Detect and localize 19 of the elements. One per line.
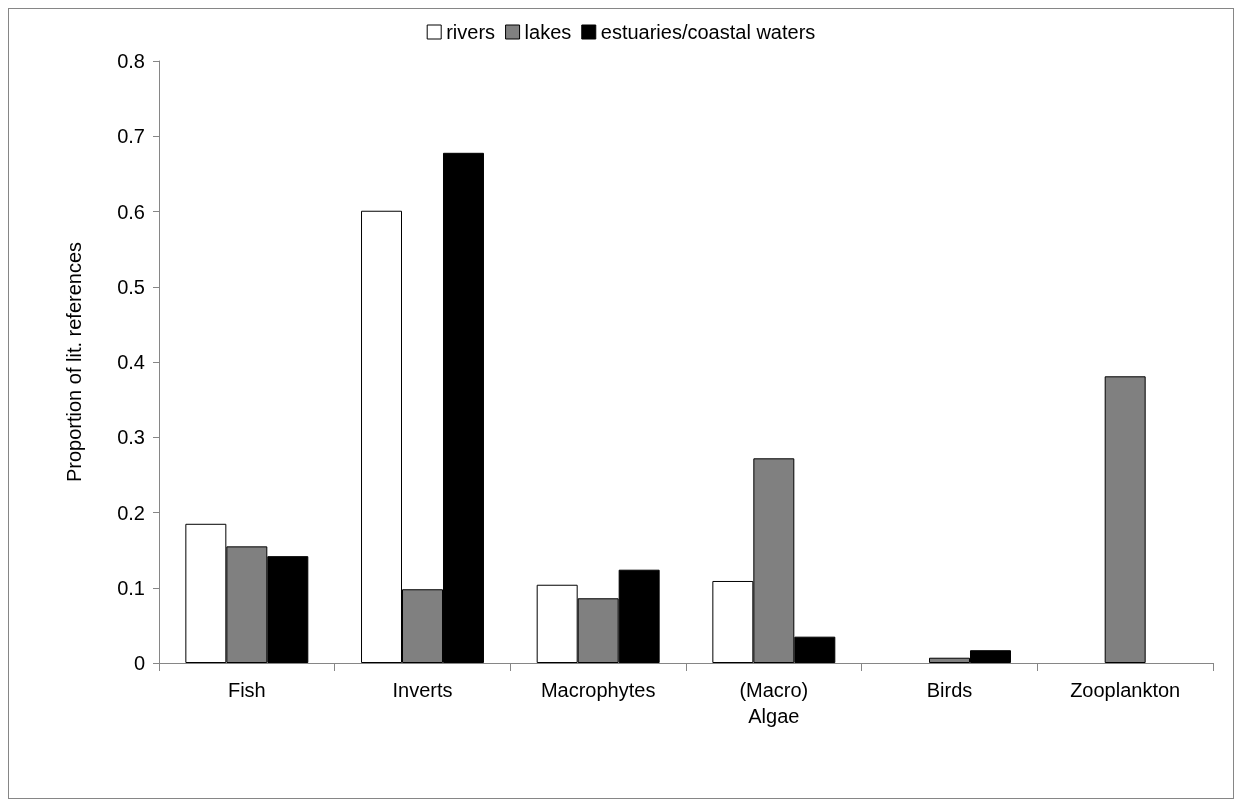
x-tick-label: Fish (227, 679, 266, 701)
y-tick-label: 0.2 (117, 501, 145, 524)
x-tick-label: (Macro) Algae (739, 679, 809, 727)
legend-label: rivers (446, 21, 496, 43)
y-tick-label: 0.6 (117, 200, 145, 223)
y-tick-label: 0.7 (117, 125, 145, 148)
legend-label: estuaries/coastal waters (600, 21, 816, 43)
x-tick-label: Zooplankton (1070, 679, 1181, 701)
y-tick-label: 0.4 (117, 351, 145, 373)
y-axis-title: Proportion of lit. references (63, 241, 85, 483)
y-tick-label: 0.3 (117, 426, 145, 449)
y-tick-label: 0.5 (117, 275, 145, 298)
legend-label: lakes (524, 21, 572, 43)
y-tick-label: 0 (133, 652, 145, 674)
x-tick-label: Macrophytes (540, 679, 656, 701)
x-tick-label: Birds (926, 679, 973, 701)
y-tick-label: 0.8 (117, 50, 145, 72)
y-tick-label: 0.1 (117, 576, 145, 599)
x-tick-label: Inverts (392, 679, 453, 701)
